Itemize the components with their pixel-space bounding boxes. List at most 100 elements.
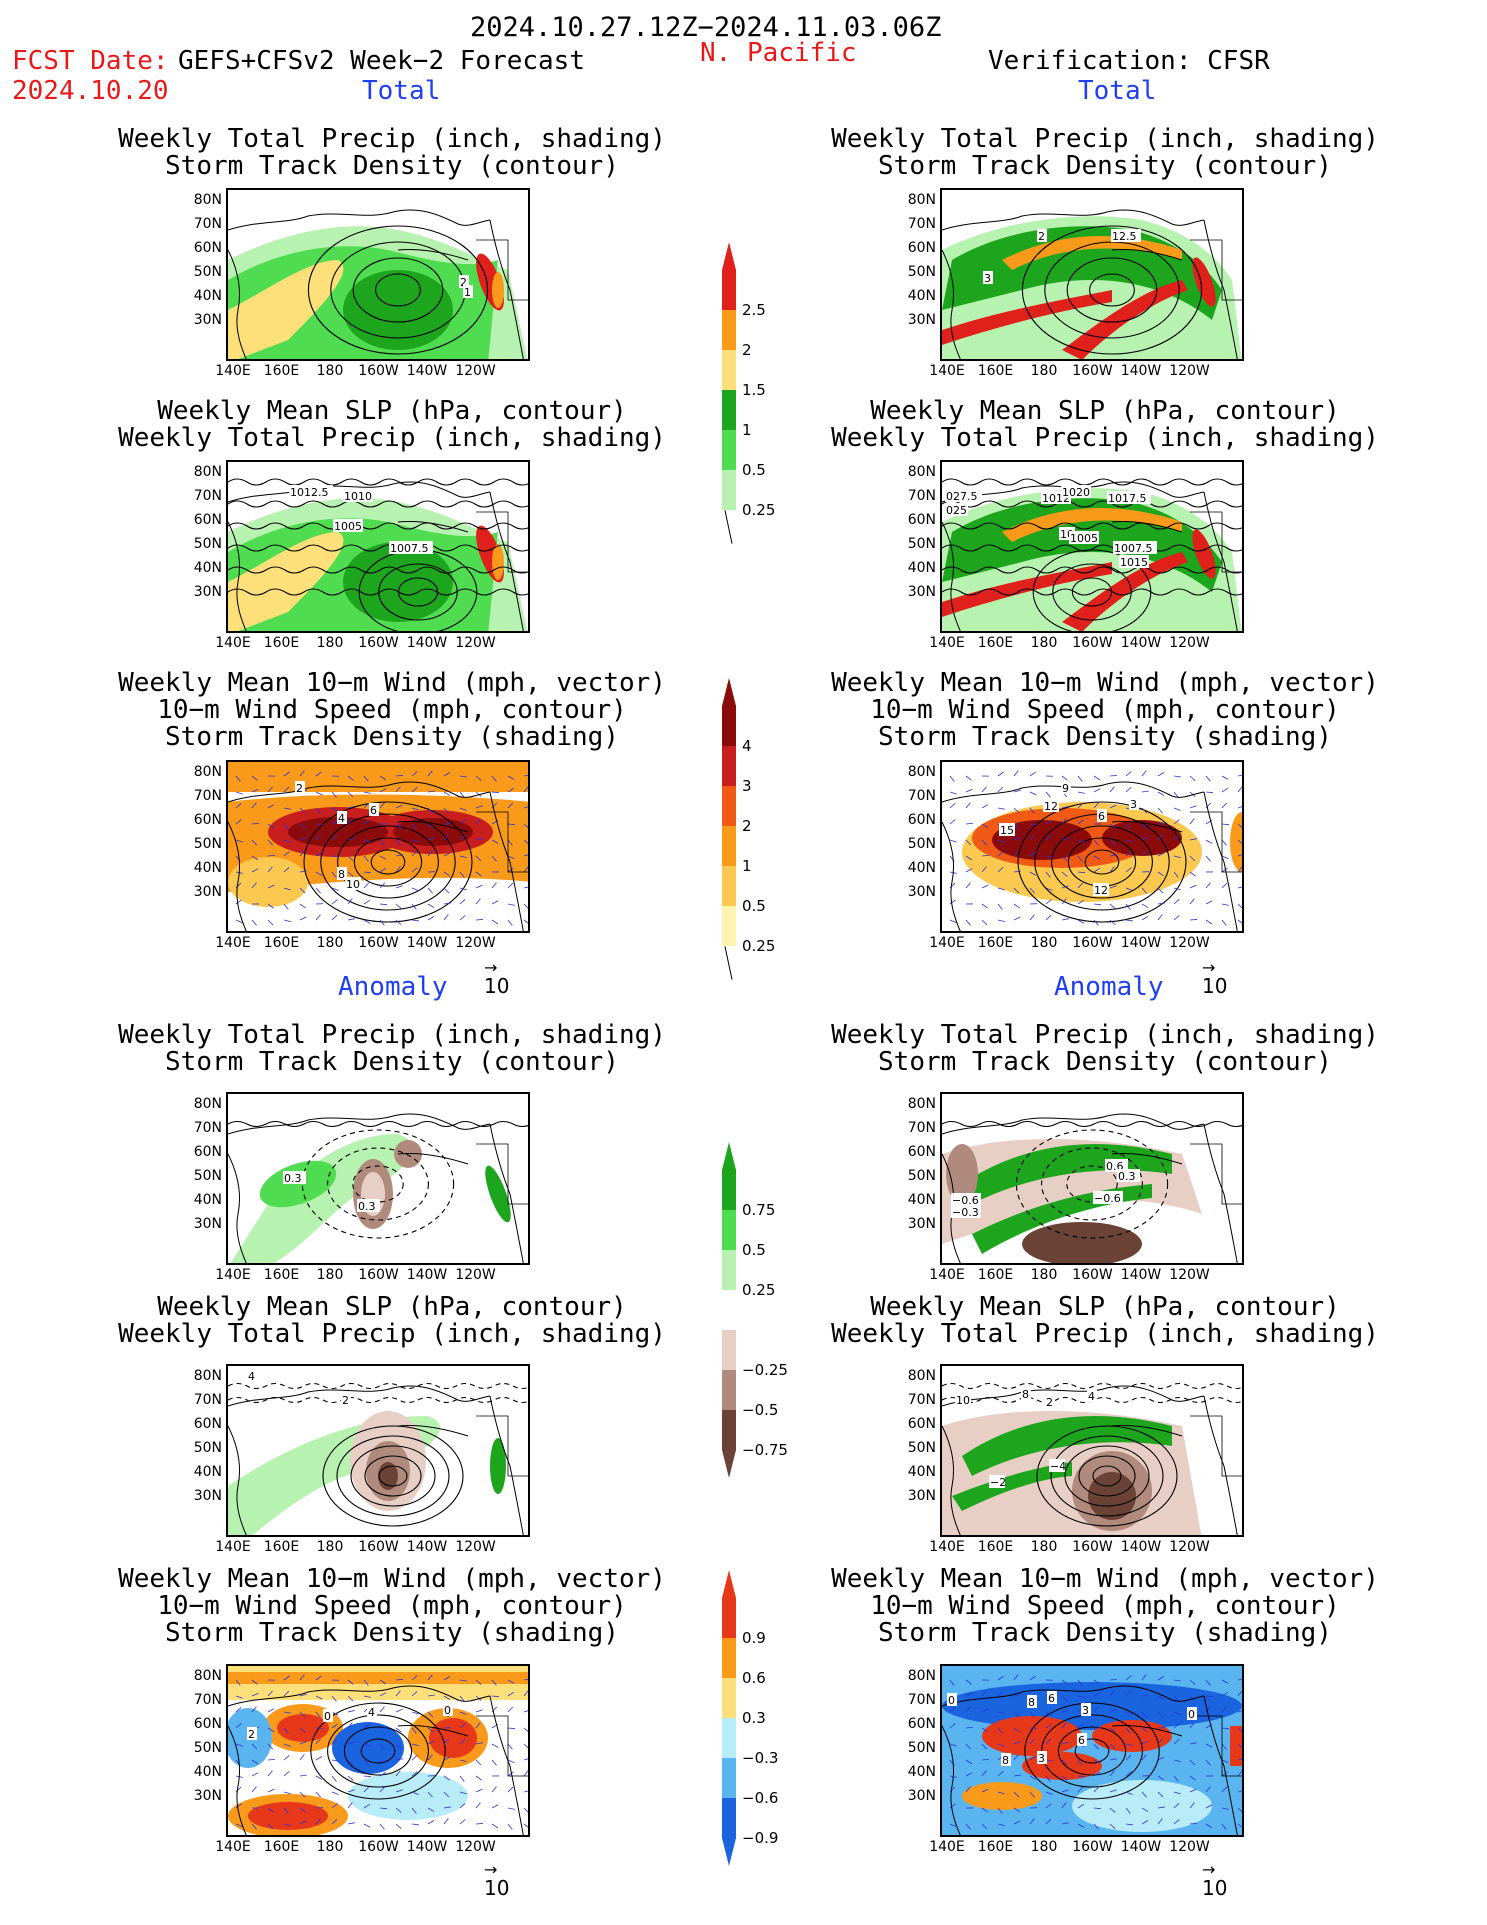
wind-vector bbox=[1205, 775, 1211, 782]
lon-tick-label: 140E bbox=[929, 1839, 965, 1855]
wind-vector bbox=[1141, 1791, 1147, 1798]
wind-vector bbox=[507, 855, 515, 860]
wind-vector bbox=[427, 836, 435, 841]
wind-vector bbox=[443, 1695, 451, 1700]
lon-tick-label: 160W bbox=[358, 1839, 399, 1855]
contour-label: 9 bbox=[1061, 781, 1071, 795]
wind-vector bbox=[475, 1775, 482, 1781]
wind-vector bbox=[411, 1754, 418, 1761]
title-line: Storm Track Density (shading) bbox=[165, 722, 619, 752]
wind-vector bbox=[1093, 1771, 1101, 1777]
wind-vector bbox=[1093, 802, 1099, 809]
wind-vector bbox=[411, 887, 419, 891]
wind-vector bbox=[299, 1711, 306, 1718]
lon-tick-label: 140W bbox=[406, 1839, 448, 1855]
wind-vector bbox=[395, 854, 403, 857]
wind-vector bbox=[1093, 1706, 1099, 1713]
wind-vector bbox=[1189, 884, 1197, 889]
wind-vector bbox=[1045, 1803, 1052, 1809]
wind-vector bbox=[315, 914, 321, 921]
slp-contour bbox=[397, 577, 439, 607]
wind-vector bbox=[395, 903, 402, 909]
storm-anom-contour bbox=[1066, 1165, 1118, 1203]
wind-vector bbox=[331, 819, 338, 825]
colorbar-label: 2.5 bbox=[742, 301, 766, 319]
slp-contour bbox=[942, 544, 1242, 552]
wind-vector bbox=[1173, 807, 1181, 811]
lon-tick-label: 180 bbox=[1030, 1839, 1058, 1855]
wind-vector bbox=[1189, 855, 1196, 862]
wind-vector bbox=[459, 1775, 465, 1782]
lon-tick-label: 140E bbox=[215, 363, 251, 379]
wind-vector bbox=[965, 839, 972, 846]
wind-vector bbox=[1141, 770, 1147, 777]
title-line: Weekly Total Precip (inch, shading) bbox=[831, 1319, 1379, 1349]
wind-vector bbox=[1141, 1820, 1149, 1825]
wind-vector bbox=[1157, 914, 1163, 921]
wind-vector bbox=[1189, 805, 1197, 809]
wind-vector bbox=[1077, 839, 1085, 844]
svg-text:4: 4 bbox=[368, 1706, 375, 1719]
wind-vector bbox=[491, 855, 497, 862]
wind-vector bbox=[1109, 786, 1115, 793]
wind-vector bbox=[1125, 771, 1132, 777]
coastline bbox=[1203, 1395, 1238, 1535]
title-l1: Weekly Total Precip (inch, shading) Storm… bbox=[42, 126, 742, 180]
lat-tick-label: 30N bbox=[193, 884, 222, 900]
border-line bbox=[1190, 239, 1242, 301]
precip-anom-dry bbox=[946, 1144, 978, 1204]
wind-vector bbox=[965, 775, 972, 781]
svg-text:3: 3 bbox=[1082, 1704, 1089, 1717]
wind-vector bbox=[347, 1802, 353, 1809]
wind-vector bbox=[315, 807, 321, 814]
wind-vector bbox=[347, 1822, 355, 1825]
slp-anom-contour bbox=[1064, 1445, 1150, 1507]
lat-tick-label: 50N bbox=[193, 264, 222, 280]
coastline bbox=[228, 1725, 247, 1835]
contour-label: −4 bbox=[1049, 1459, 1066, 1473]
wind-vector bbox=[347, 871, 354, 877]
slp-contour bbox=[1071, 577, 1113, 607]
coastline bbox=[1203, 491, 1238, 631]
wind-vector bbox=[981, 1788, 989, 1793]
wind-vector bbox=[1221, 787, 1229, 793]
wind-vector bbox=[331, 1818, 338, 1825]
wind-vector bbox=[235, 1707, 242, 1713]
coastline bbox=[1111, 249, 1183, 261]
lat-tick-label: 40N bbox=[907, 860, 936, 876]
contour-label: 1017.5 bbox=[1107, 491, 1151, 505]
wind-vector bbox=[507, 1727, 516, 1730]
title-line: Weekly Total Precip (inch, shading) bbox=[831, 1020, 1379, 1050]
wind-vector bbox=[1205, 1695, 1214, 1698]
precip-max bbox=[492, 272, 504, 308]
coastline bbox=[397, 1425, 469, 1437]
wind-vector bbox=[427, 903, 435, 908]
wind-vector bbox=[347, 1679, 354, 1685]
wind-vector bbox=[1157, 772, 1165, 777]
slp-contour bbox=[228, 522, 528, 530]
colorbar-label: −0.25 bbox=[742, 1361, 788, 1379]
wind-vector bbox=[1029, 807, 1035, 814]
wind-vector bbox=[1141, 887, 1147, 894]
wind-vector bbox=[395, 1708, 403, 1713]
title-l6: Weekly Mean 10−m Wind (mph, vector) 10−m … bbox=[42, 1566, 742, 1647]
contour-label: 0.3 bbox=[1117, 1169, 1140, 1183]
svg-text:−0.6: −0.6 bbox=[1094, 1192, 1121, 1205]
wind-vector bbox=[1221, 1771, 1228, 1777]
wind-vector bbox=[459, 1723, 466, 1729]
contour-label: 1007.5 bbox=[389, 541, 433, 555]
storm-anom-band bbox=[228, 1672, 528, 1684]
wind-vector bbox=[363, 1775, 372, 1778]
wind-vector bbox=[1061, 1695, 1068, 1702]
wind-vector bbox=[1109, 839, 1116, 846]
wind-vector bbox=[395, 804, 403, 809]
storm-anom-contour bbox=[1015, 1129, 1169, 1239]
lon-tick-label: 160W bbox=[1072, 1267, 1113, 1283]
wind-vector bbox=[1077, 1803, 1085, 1809]
wind-vector bbox=[427, 1754, 433, 1761]
wind-vector bbox=[1237, 839, 1242, 845]
lon-tick-label: 160E bbox=[263, 935, 300, 951]
title-line: Storm Track Density (contour) bbox=[878, 151, 1332, 181]
wind-vector bbox=[949, 1723, 956, 1729]
wind-vector bbox=[507, 1807, 515, 1810]
